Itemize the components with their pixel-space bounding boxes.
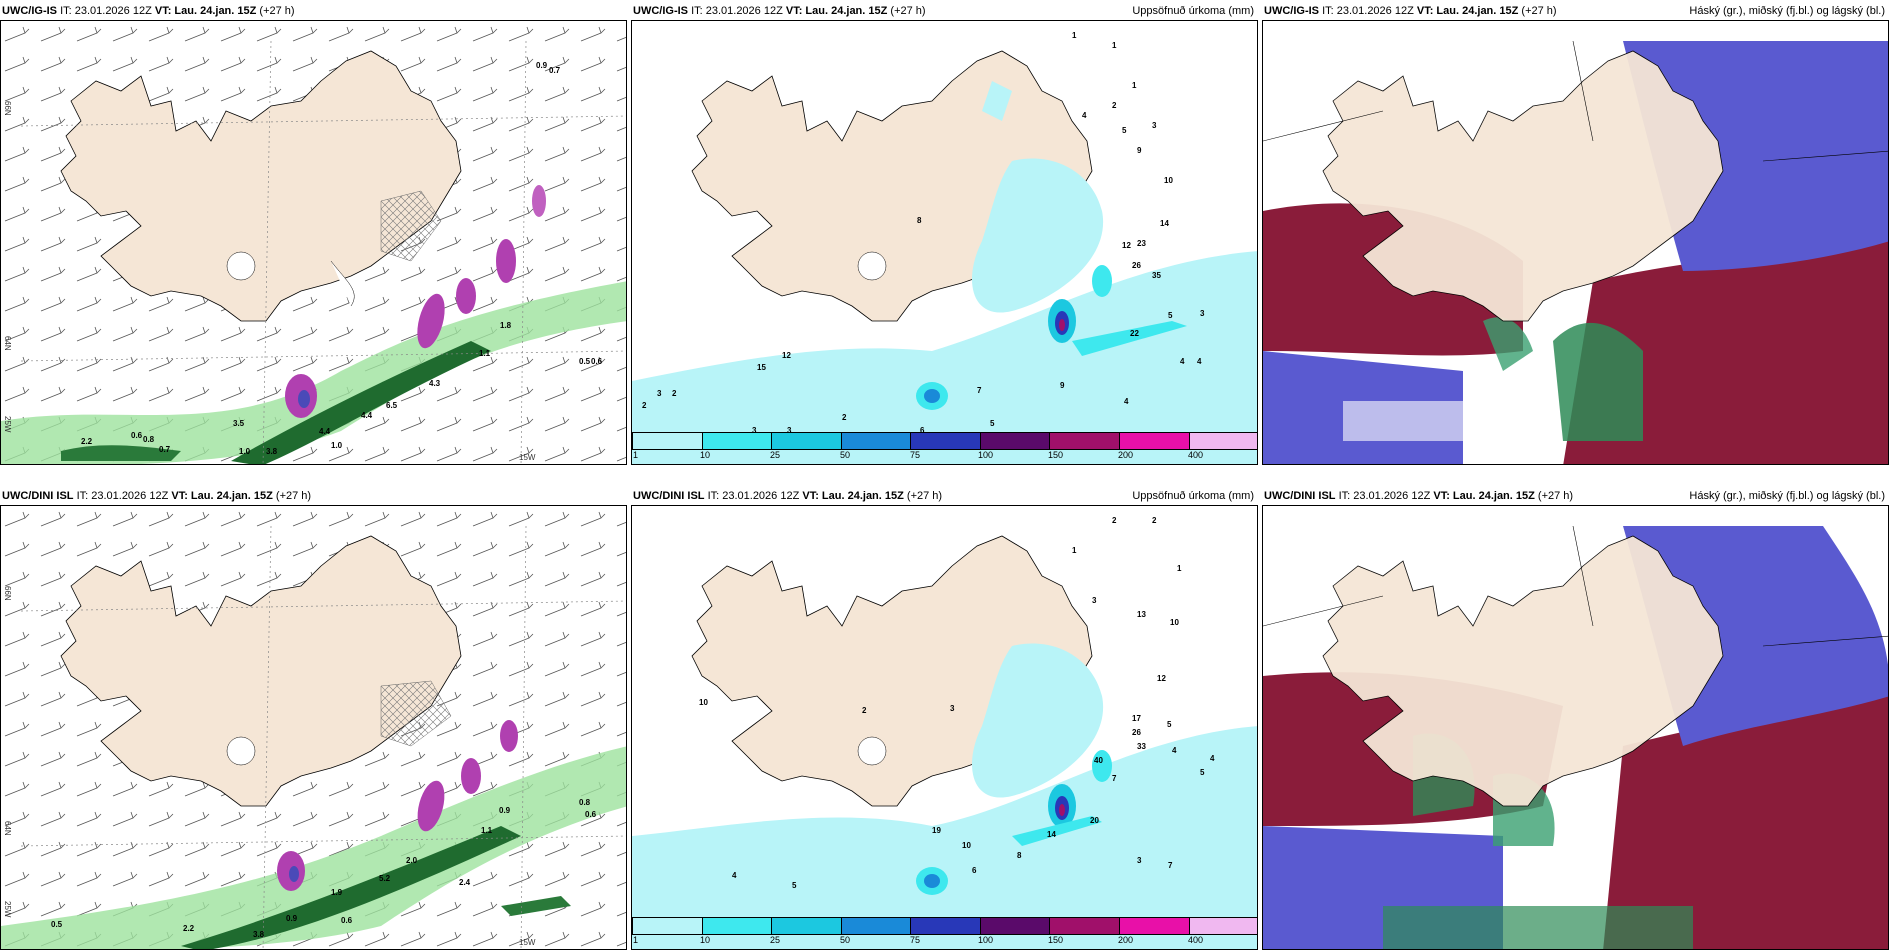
panel-ig-is-clouds: UWC/IG-IS IT: 23.01.2026 12Z VT: Lau. 24… [1262, 0, 1889, 465]
lon-label: 25W [3, 416, 12, 433]
colorbar-swatch [1189, 433, 1257, 449]
map-canvas [1, 506, 626, 949]
colorbar-swatch [1050, 433, 1120, 449]
colorbar-swatch [980, 433, 1051, 449]
wind-value: 0.6 [131, 431, 143, 440]
wind-value: 6.5 [386, 401, 398, 410]
map-canvas [1263, 506, 1888, 949]
colorbar-swatch [1189, 918, 1257, 934]
lat-label: 66N [3, 586, 12, 601]
wind-value: 1.0 [239, 447, 251, 456]
lat-label: 64N [3, 821, 12, 836]
colorbar-swatch [911, 433, 981, 449]
colorbar-swatch [772, 433, 842, 449]
colorbar-swatch [702, 918, 773, 934]
panel-dini-isl-wind: UWC/DINI ISL IT: 23.01.2026 12Z VT: Lau.… [0, 485, 627, 950]
map-canvas [1, 21, 626, 464]
panel-ig-is-precip: UWC/IG-IS IT: 23.01.2026 12Z VT: Lau. 24… [631, 0, 1258, 465]
colorbar-swatch [702, 433, 773, 449]
panel-header: UWC/IG-IS IT: 23.01.2026 12Z VT: Lau. 24… [633, 5, 1254, 17]
wind-value: 0.8 [143, 435, 155, 444]
map-canvas [632, 535, 1257, 949]
lon-label: 15W [519, 938, 536, 947]
wind-value: 1.8 [500, 321, 512, 330]
map-frame[interactable] [1262, 20, 1889, 465]
colorbar-labels: 1 10 25 50 75 100 150 200 400 [633, 935, 1204, 945]
colorbar-swatch [772, 918, 842, 934]
lat-label: 64N [3, 336, 12, 351]
wind-value: 0.7 [549, 66, 561, 75]
panel-header: UWC/IG-IS IT: 23.01.2026 12Z VT: Lau. 24… [2, 5, 295, 17]
wind-value: 4.4 [361, 411, 373, 420]
panel-header: UWC/DINI ISL IT: 23.01.2026 12Z VT: Lau.… [633, 490, 1254, 502]
panel-header: UWC/DINI ISL IT: 23.01.2026 12Z VT: Lau.… [2, 490, 312, 502]
map-frame[interactable]: 0.9 0.7 6.5 4.3 4.4 1.1 1.8 0.5 0.6 3.5 … [0, 20, 627, 465]
wind-value: 0.5 [579, 357, 591, 366]
map-canvas [1263, 21, 1888, 464]
colorbar-swatch [841, 433, 912, 449]
colorbar-swatch [633, 433, 703, 449]
wind-value: 4.4 [319, 427, 331, 436]
lat-label: 66N [3, 101, 12, 116]
wind-value: 0.6 [591, 357, 603, 366]
colorbar-swatch [633, 918, 703, 934]
colorbar [632, 917, 1257, 935]
panel-dini-isl-clouds: UWC/DINI ISL IT: 23.01.2026 12Z VT: Lau.… [1262, 485, 1889, 950]
panel-header: UWC/IG-IS IT: 23.01.2026 12Z VT: Lau. 24… [1264, 5, 1885, 17]
wind-value: 3.8 [266, 447, 278, 456]
wind-value: 0.9 [536, 61, 548, 70]
colorbar-labels: 1 10 25 50 75 100 150 200 400 [633, 450, 1204, 460]
panel-ig-is-wind: UWC/IG-IS IT: 23.01.2026 12Z VT: Lau. 24… [0, 0, 627, 465]
map-frame[interactable]: 2 2 1 1 3 13 10 12 17 26 33 40 5 20 14 7… [631, 505, 1258, 950]
lon-label: 25W [3, 901, 12, 918]
wind-value: 1.0 [331, 441, 343, 450]
map-frame[interactable] [1262, 505, 1889, 950]
wind-value: 0.7 [159, 445, 171, 454]
colorbar [632, 432, 1257, 450]
wind-value: 3.5 [233, 419, 245, 428]
map-frame[interactable]: 0.8 0.6 0.5 3.8 1.9 5.2 2.0 2.4 2.2 0.9 … [0, 505, 627, 950]
colorbar-swatch [1050, 918, 1120, 934]
map-canvas [632, 50, 1257, 464]
wind-value: 2.2 [81, 437, 93, 446]
lon-label: 15W [519, 453, 536, 462]
colorbar-swatch [911, 918, 981, 934]
colorbar-swatch [1119, 918, 1190, 934]
colorbar-swatch [980, 918, 1051, 934]
wind-value: 4.3 [429, 379, 441, 388]
panel-dini-isl-precip: UWC/DINI ISL IT: 23.01.2026 12Z VT: Lau.… [631, 485, 1258, 950]
colorbar-swatch [841, 918, 912, 934]
wind-value: 1.1 [479, 349, 491, 358]
map-frame[interactable]: 1 1 1 2 3 4 5 9 10 12 14 23 26 35 22 3 5… [631, 20, 1258, 465]
panel-header: UWC/DINI ISL IT: 23.01.2026 12Z VT: Lau.… [1264, 490, 1885, 502]
colorbar-swatch [1119, 433, 1190, 449]
